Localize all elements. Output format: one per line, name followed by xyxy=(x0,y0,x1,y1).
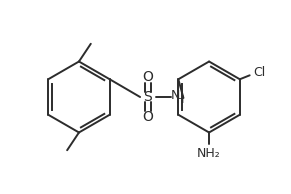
Text: O: O xyxy=(143,110,153,124)
Text: N: N xyxy=(171,88,180,101)
Text: NH₂: NH₂ xyxy=(197,147,221,160)
Text: S: S xyxy=(143,90,152,104)
Text: H: H xyxy=(176,95,185,105)
Text: Cl: Cl xyxy=(253,66,266,79)
Text: O: O xyxy=(143,70,153,84)
